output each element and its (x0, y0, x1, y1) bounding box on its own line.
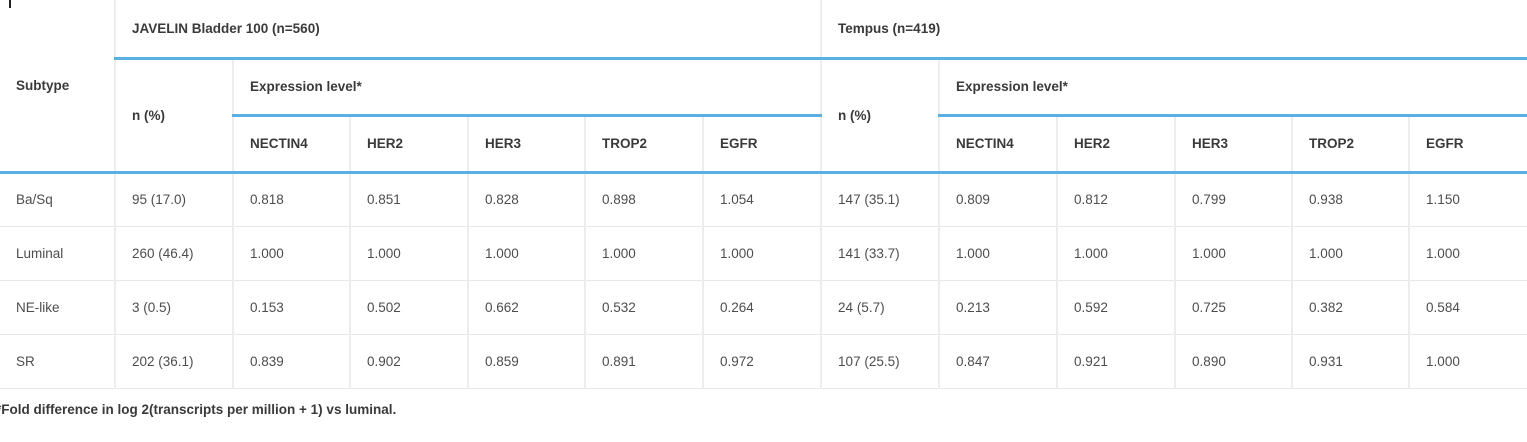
value-cell: 1.000 (1174, 226, 1293, 281)
value-cell: 0.828 (467, 172, 585, 227)
table-row-ba-sq: Ba/Sq 95 (17.0) 0.818 0.851 0.828 0.898 … (0, 172, 1527, 227)
value-cell: 0.213 (938, 280, 1058, 335)
n-cell: 147 (35.1) (820, 172, 940, 227)
value-cell: 1.000 (1408, 334, 1527, 389)
n-cell: 260 (46.4) (114, 226, 233, 281)
value-cell: 0.902 (349, 334, 468, 389)
value-cell: 1.054 (701, 172, 822, 227)
javelin-gene-header-egfr: EGFR (701, 115, 822, 174)
value-cell: 0.584 (1408, 280, 1527, 335)
value-cell: 0.859 (467, 334, 585, 389)
javelin-n-pct-header: n (%) (114, 58, 233, 174)
n-cell: 141 (33.7) (820, 226, 940, 281)
javelin-gene-header-her3: HER3 (467, 115, 585, 174)
value-cell: 0.812 (1056, 172, 1176, 227)
value-cell: 0.921 (1056, 334, 1176, 389)
group-header-tempus: Tempus (n=419) (820, 0, 1527, 60)
subtype-cell: Luminal (0, 226, 115, 281)
table-row-luminal: Luminal 260 (46.4) 1.000 1.000 1.000 1.0… (0, 226, 1527, 281)
subtype-cell: NE-like (0, 280, 115, 335)
subtype-cell: Ba/Sq (0, 172, 115, 227)
table-row-sr: SR 202 (36.1) 0.839 0.902 0.859 0.891 0.… (0, 334, 1527, 389)
value-cell: 0.382 (1291, 280, 1410, 335)
javelin-expression-level-header: Expression level* (231, 58, 822, 117)
value-cell: 0.532 (584, 280, 703, 335)
javelin-gene-header-her2: HER2 (349, 115, 468, 174)
value-cell: 0.725 (1174, 280, 1293, 335)
tempus-n-pct-header: n (%) (820, 58, 940, 174)
tempus-gene-header-egfr: EGFR (1408, 115, 1527, 174)
table-footnote: *Fold difference in log 2(transcripts pe… (0, 401, 397, 417)
subtype-column-header: Subtype (0, 0, 115, 174)
table-body: Ba/Sq 95 (17.0) 0.818 0.851 0.828 0.898 … (0, 172, 1527, 389)
value-cell: 0.809 (938, 172, 1058, 227)
value-cell: 1.000 (467, 226, 585, 281)
value-cell: 0.891 (584, 334, 703, 389)
javelin-gene-header-trop2: TROP2 (584, 115, 703, 174)
value-cell: 1.000 (1056, 226, 1176, 281)
expression-comparison-table: Subtype JAVELIN Bladder 100 (n=560) Temp… (0, 0, 1527, 389)
value-cell: 0.502 (349, 280, 468, 335)
tempus-gene-header-her3: HER3 (1174, 115, 1293, 174)
value-cell: 0.264 (701, 280, 822, 335)
n-cell: 3 (0.5) (114, 280, 233, 335)
subtype-cell: SR (0, 334, 115, 389)
value-cell: 1.000 (938, 226, 1058, 281)
tempus-expression-level-header: Expression level* (938, 58, 1527, 117)
value-cell: 1.000 (584, 226, 703, 281)
tempus-gene-header-trop2: TROP2 (1291, 115, 1410, 174)
tempus-gene-header-nectin4: NECTIN4 (938, 115, 1058, 174)
value-cell: 1.000 (701, 226, 822, 281)
value-cell: 0.592 (1056, 280, 1176, 335)
value-cell: 0.818 (232, 172, 350, 227)
value-cell: 1.000 (232, 226, 350, 281)
tempus-gene-header-her2: HER2 (1056, 115, 1176, 174)
value-cell: 0.890 (1174, 334, 1293, 389)
value-cell: 1.150 (1408, 172, 1527, 227)
value-cell: 0.839 (232, 334, 350, 389)
value-cell: 1.000 (1291, 226, 1410, 281)
clipped-edge-artifact (9, 0, 11, 8)
value-cell: 1.000 (1408, 226, 1527, 281)
value-cell: 0.799 (1174, 172, 1293, 227)
value-cell: 0.851 (349, 172, 468, 227)
group-header-javelin: JAVELIN Bladder 100 (n=560) (113, 0, 822, 60)
value-cell: 0.153 (232, 280, 350, 335)
value-cell: 0.938 (1291, 172, 1410, 227)
javelin-gene-header-nectin4: NECTIN4 (232, 115, 350, 174)
value-cell: 0.972 (701, 334, 822, 389)
n-cell: 202 (36.1) (114, 334, 233, 389)
table-row-ne-like: NE-like 3 (0.5) 0.153 0.502 0.662 0.532 … (0, 280, 1527, 335)
n-cell: 95 (17.0) (114, 172, 233, 227)
value-cell: 0.847 (938, 334, 1058, 389)
table-header: Subtype JAVELIN Bladder 100 (n=560) Temp… (0, 0, 1527, 174)
value-cell: 1.000 (349, 226, 468, 281)
value-cell: 0.662 (467, 280, 585, 335)
value-cell: 0.931 (1291, 334, 1410, 389)
n-cell: 107 (25.5) (820, 334, 940, 389)
n-cell: 24 (5.7) (820, 280, 940, 335)
value-cell: 0.898 (584, 172, 703, 227)
